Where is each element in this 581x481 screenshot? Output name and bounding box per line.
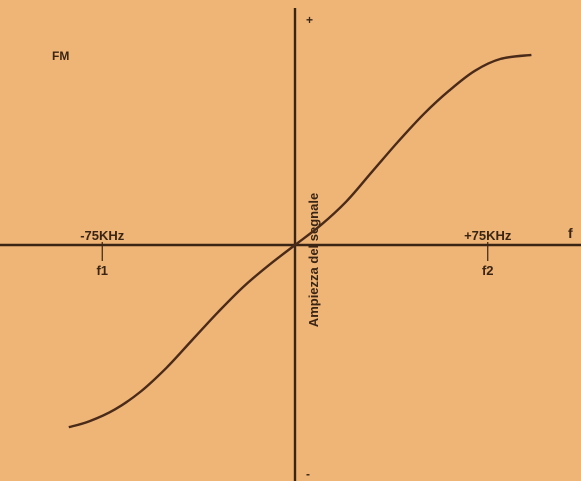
x-tick-label-1: +75KHz: [464, 228, 512, 243]
y-positive-label: +: [306, 13, 313, 27]
x-tick-name-1: f2: [482, 263, 494, 278]
chart-title: FM: [52, 49, 69, 63]
y-axis-label: Ampiezza del segnale: [306, 193, 321, 327]
x-axis-label: f: [568, 225, 573, 241]
x-tick-label-0: -75KHz: [80, 228, 125, 243]
y-negative-label: -: [306, 467, 310, 481]
series-line: [68, 53, 532, 429]
x-tick-name-0: f1: [96, 263, 108, 278]
